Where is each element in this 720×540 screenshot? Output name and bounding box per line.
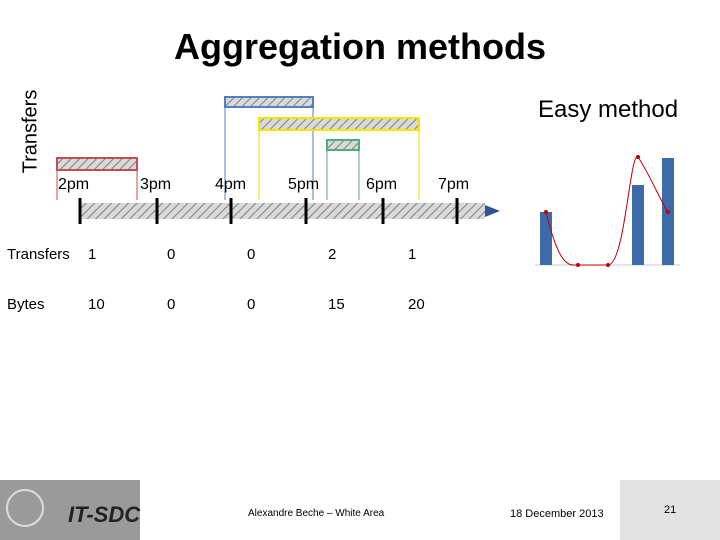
slide-title: Aggregation methods — [173, 26, 546, 67]
time-label: 3pm — [140, 176, 172, 193]
table-cell: 20 — [408, 296, 425, 313]
table-cell: 0 — [247, 296, 256, 313]
transfer-bars — [56, 96, 420, 200]
footer-page: 21 — [664, 504, 677, 516]
table-cell: 10 — [88, 296, 105, 313]
table-cell: 0 — [247, 246, 256, 263]
timeline-ticks — [78, 198, 459, 224]
inset-title: Easy method — [538, 96, 679, 123]
time-label: 2pm — [58, 176, 90, 193]
footer-author: Alexandre Beche – White Area — [248, 508, 385, 519]
table-cell: 0 — [167, 246, 176, 263]
row-header: Transfers — [7, 246, 70, 263]
table-cell: 1 — [408, 246, 417, 263]
time-label: 5pm — [288, 176, 320, 193]
table-cell: 2 — [328, 246, 337, 263]
timeline-arrow — [485, 205, 500, 217]
table-cell: 15 — [328, 296, 345, 313]
timeline-bar — [80, 203, 485, 219]
row-header: Bytes — [7, 296, 45, 313]
time-label: 7pm — [438, 176, 470, 193]
footer-brand: IT-SDC — [68, 502, 141, 527]
footer-date: 18 December 2013 — [510, 508, 604, 520]
footer-band — [0, 480, 720, 540]
table-cell: 1 — [88, 246, 97, 263]
time-label: 6pm — [366, 176, 398, 193]
inset-chart — [510, 125, 690, 285]
table-cell: 0 — [167, 296, 176, 313]
time-label: 4pm — [215, 176, 247, 193]
